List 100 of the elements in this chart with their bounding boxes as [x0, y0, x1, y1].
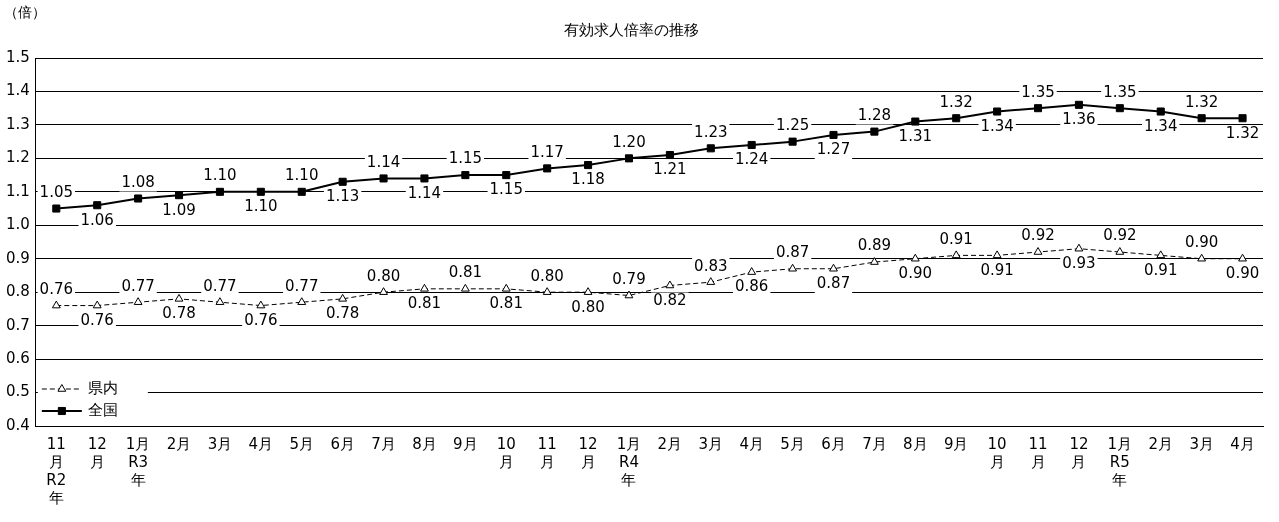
- data-label: 1.14: [366, 152, 401, 171]
- data-label: 1.17: [530, 142, 564, 161]
- x-tick-label: 12 月: [1069, 434, 1089, 471]
- data-label: 0.81: [448, 263, 483, 282]
- x-tick-label: 3月: [207, 434, 233, 453]
- x-tick-label: 2月: [166, 434, 192, 453]
- point: [952, 114, 961, 123]
- point: [542, 287, 552, 295]
- x-tick-label: 6月: [330, 434, 355, 453]
- data-label: 0.80: [571, 297, 605, 316]
- y-tick-label: 0.8: [6, 282, 30, 301]
- point: [992, 250, 1002, 259]
- data-label: 1.21: [653, 160, 687, 179]
- data-label: 0.82: [653, 290, 687, 309]
- x-tick-label: 11 月: [1028, 434, 1048, 471]
- point: [1074, 243, 1084, 252]
- point: [870, 257, 879, 265]
- y-axis-title: （倍）: [4, 3, 46, 20]
- data-label: 0.78: [162, 304, 196, 323]
- point: [52, 204, 61, 213]
- point: [665, 150, 674, 160]
- data-label: 0.87: [775, 243, 810, 262]
- point: [1197, 253, 1207, 262]
- point: [133, 297, 143, 305]
- data-label: 1.10: [244, 197, 278, 216]
- y-tick-label: 0.5: [6, 382, 30, 401]
- data-label: 0.90: [1184, 233, 1219, 252]
- point: [502, 171, 511, 180]
- point: [911, 117, 920, 126]
- y-tick-label: 1.4: [6, 81, 30, 100]
- point: [420, 283, 429, 292]
- point: [338, 293, 348, 302]
- data-label: 0.90: [898, 264, 933, 283]
- point: [174, 293, 184, 302]
- data-label: 1.15: [489, 180, 523, 199]
- y-tick-label: 1.0: [6, 215, 30, 234]
- point: [951, 250, 961, 259]
- x-tick-label: 9月: [453, 434, 478, 453]
- data-label: 1.31: [898, 126, 933, 145]
- point: [1238, 114, 1247, 123]
- legend-label: 全国: [87, 400, 118, 419]
- x-tick-label: 4月: [248, 434, 274, 453]
- data-label: 1.32: [939, 92, 973, 111]
- point: [256, 187, 265, 196]
- data-label: 1.14: [407, 183, 442, 202]
- data-label: 1.28: [857, 105, 892, 124]
- data-label: 0.90: [1225, 264, 1260, 283]
- y-tick-label: 0.6: [6, 348, 30, 367]
- data-label: 1.18: [571, 170, 605, 189]
- data-label: 0.91: [980, 260, 1014, 279]
- x-tick-label: 2月: [657, 434, 683, 453]
- point: [501, 283, 511, 292]
- data-label: 0.81: [407, 294, 442, 313]
- data-label: 0.93: [1062, 254, 1096, 273]
- data-label: 1.27: [816, 140, 851, 159]
- point: [624, 290, 634, 299]
- x-tick-label: 12 月: [87, 434, 107, 471]
- data-label: 0.92: [1021, 226, 1055, 245]
- x-tick-label: 6月: [821, 434, 846, 453]
- x-tick-label: 1月 R5 年: [1107, 434, 1133, 489]
- x-tick-label: 11 月: [537, 434, 557, 471]
- data-label: 1.32: [1184, 92, 1219, 111]
- data-label: 1.05: [39, 182, 74, 201]
- point: [338, 177, 347, 186]
- data-label: 0.91: [1144, 260, 1178, 279]
- y-tick-label: 1.3: [6, 114, 30, 133]
- data-label: 1.34: [1144, 116, 1178, 135]
- data-label: 1.36: [1062, 110, 1096, 129]
- data-label: 1.35: [1103, 82, 1137, 101]
- data-label: 1.10: [203, 166, 237, 185]
- point: [1238, 253, 1247, 262]
- x-tick-label: 3月: [1189, 434, 1214, 453]
- point: [461, 171, 470, 180]
- data-label: 1.06: [80, 210, 114, 229]
- data-label: 1.09: [162, 200, 196, 219]
- data-label: 0.77: [285, 276, 319, 295]
- x-tick-label: 5月: [780, 434, 805, 453]
- x-tick-label: 4月: [1230, 434, 1255, 453]
- point: [788, 263, 797, 272]
- point: [624, 154, 634, 163]
- x-tick-label: 3月: [698, 434, 724, 453]
- data-label: 1.13: [325, 187, 360, 206]
- data-label: 0.77: [203, 276, 237, 295]
- legend-label: 県内: [87, 378, 118, 397]
- x-tick-label: 9月: [943, 434, 969, 453]
- data-label: 0.87: [816, 274, 851, 293]
- y-tick-label: 1.2: [6, 148, 30, 167]
- data-label: 1.24: [734, 150, 769, 169]
- data-label: 0.92: [1103, 226, 1137, 245]
- point: [297, 187, 306, 196]
- data-label: 0.80: [366, 266, 401, 285]
- data-label: 0.76: [80, 310, 114, 329]
- point: [379, 287, 388, 295]
- point: [134, 194, 143, 203]
- data-label: 0.76: [39, 279, 74, 298]
- data-label: 1.15: [448, 149, 483, 168]
- data-label: 1.10: [285, 166, 319, 185]
- point: [379, 174, 388, 183]
- x-tick-label: 7月: [371, 434, 396, 453]
- point: [215, 187, 224, 196]
